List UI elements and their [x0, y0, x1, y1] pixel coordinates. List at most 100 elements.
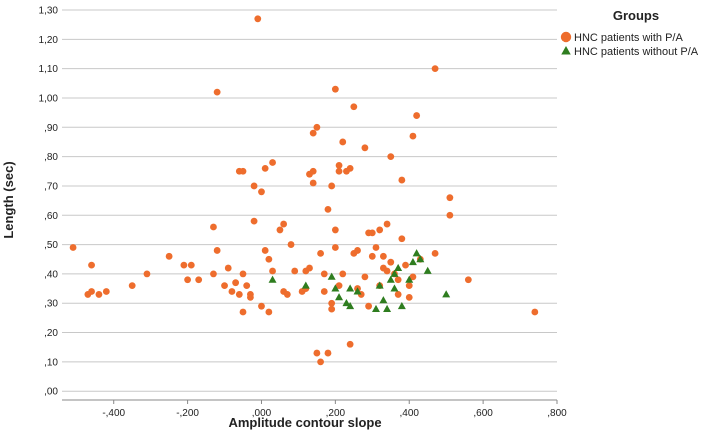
x-tick-label: ,400: [400, 408, 420, 419]
data-point-triangle: [342, 299, 351, 307]
legend-marker-triangle: [561, 46, 571, 55]
x-axis-ticks: -,400 -,200 ,000 ,200 ,400 ,600 ,800: [102, 400, 567, 419]
data-point-circle: [335, 282, 343, 290]
data-point-circle: [224, 264, 232, 272]
data-point-circle: [368, 229, 376, 237]
data-point-triangle: [372, 304, 380, 313]
data-points: [69, 15, 539, 366]
legend-marker-circle: [560, 31, 572, 43]
data-point-triangle: [405, 275, 414, 283]
data-point-circle: [339, 270, 347, 278]
data-point-circle: [250, 217, 258, 225]
data-point-circle: [187, 261, 195, 269]
data-point-triangle: [379, 296, 388, 304]
data-point-triangle: [346, 284, 355, 292]
data-point-circle: [379, 252, 387, 260]
data-point-circle: [88, 261, 95, 269]
data-point-circle: [320, 288, 328, 295]
data-point-circle: [317, 358, 324, 366]
data-point-circle: [409, 273, 417, 281]
y-tick-label: ,40: [44, 269, 58, 280]
grid-lines: [62, 9, 557, 392]
x-tick-label: ,600: [473, 408, 493, 419]
data-point-circle: [398, 176, 406, 184]
data-point-circle: [69, 244, 77, 251]
data-point-circle: [328, 182, 336, 190]
data-point-circle: [531, 308, 539, 316]
data-point-circle: [361, 144, 369, 152]
data-point-triangle: [390, 284, 399, 292]
data-point-circle: [446, 194, 454, 202]
data-point-triangle: [301, 281, 310, 289]
data-point-triangle: [375, 281, 384, 289]
y-tick-label: ,00: [44, 387, 58, 398]
data-point-circle: [235, 291, 243, 298]
y-tick-label: ,50: [44, 240, 58, 251]
data-point-circle: [88, 288, 95, 295]
data-point-circle: [405, 282, 413, 290]
data-point-circle: [331, 85, 339, 93]
data-point-circle: [213, 88, 221, 96]
data-point-circle: [269, 267, 276, 275]
data-point-circle: [368, 252, 376, 260]
data-point-triangle: [442, 290, 451, 298]
data-point-circle: [128, 282, 136, 290]
y-tick-label: ,80: [44, 152, 58, 163]
y-axis-ticks: ,00 ,10 ,20 ,30 ,40 ,50 ,60 ,70 ,80 ,90 1,00 1,10 1,…: [39, 6, 59, 398]
data-point-circle: [258, 302, 265, 310]
data-point-circle: [365, 302, 373, 310]
data-point-triangle: [335, 293, 344, 301]
data-point-circle: [309, 167, 317, 175]
data-point-circle: [431, 65, 439, 73]
data-point-circle: [413, 112, 421, 119]
data-point-circle: [283, 291, 291, 298]
y-tick-label: 1,00: [39, 93, 59, 104]
data-point-circle: [221, 282, 228, 290]
data-point-triangle: [397, 301, 406, 310]
data-point-circle: [394, 276, 402, 284]
data-point-circle: [313, 123, 321, 131]
data-point-circle: [335, 162, 343, 169]
data-point-circle: [143, 270, 151, 278]
data-point-circle: [165, 252, 173, 260]
data-point-circle: [239, 270, 247, 278]
x-tick-label: -,400: [102, 408, 125, 419]
data-point-circle: [213, 247, 221, 254]
data-point-circle: [95, 291, 103, 298]
data-point-circle: [350, 103, 358, 111]
data-point-circle: [232, 279, 240, 287]
y-tick-label: ,10: [44, 357, 58, 368]
data-point-triangle: [346, 301, 355, 310]
data-point-triangle: [416, 255, 425, 263]
data-point-circle: [239, 167, 247, 175]
data-point-circle: [446, 211, 454, 219]
y-axis-title: Length (sec): [1, 161, 16, 238]
data-point-triangle: [386, 275, 395, 283]
y-tick-label: 1,20: [39, 35, 59, 46]
data-point-circle: [405, 293, 413, 301]
data-point-circle: [265, 308, 273, 316]
data-point-circle: [383, 267, 391, 275]
data-point-circle: [250, 182, 258, 190]
y-tick-label: ,30: [44, 299, 58, 310]
data-point-triangle: [353, 287, 362, 295]
data-point-circle: [306, 264, 313, 272]
y-tick-label: ,90: [44, 123, 58, 134]
data-point-circle: [276, 226, 284, 234]
data-point-circle: [258, 188, 265, 196]
data-point-circle: [328, 299, 336, 307]
data-point-circle: [243, 282, 251, 290]
data-point-circle: [324, 349, 332, 357]
data-point-triangle: [412, 249, 421, 257]
data-point-circle: [102, 288, 110, 295]
y-tick-label: 1,30: [39, 6, 59, 17]
data-point-circle: [409, 132, 417, 140]
x-tick-label: ,200: [326, 408, 346, 419]
x-tick-label: -,200: [176, 408, 199, 419]
data-point-triangle: [383, 304, 392, 313]
y-tick-label: ,20: [44, 328, 58, 339]
data-point-circle: [361, 273, 369, 281]
data-point-circle: [383, 220, 391, 228]
data-point-circle: [228, 288, 236, 295]
